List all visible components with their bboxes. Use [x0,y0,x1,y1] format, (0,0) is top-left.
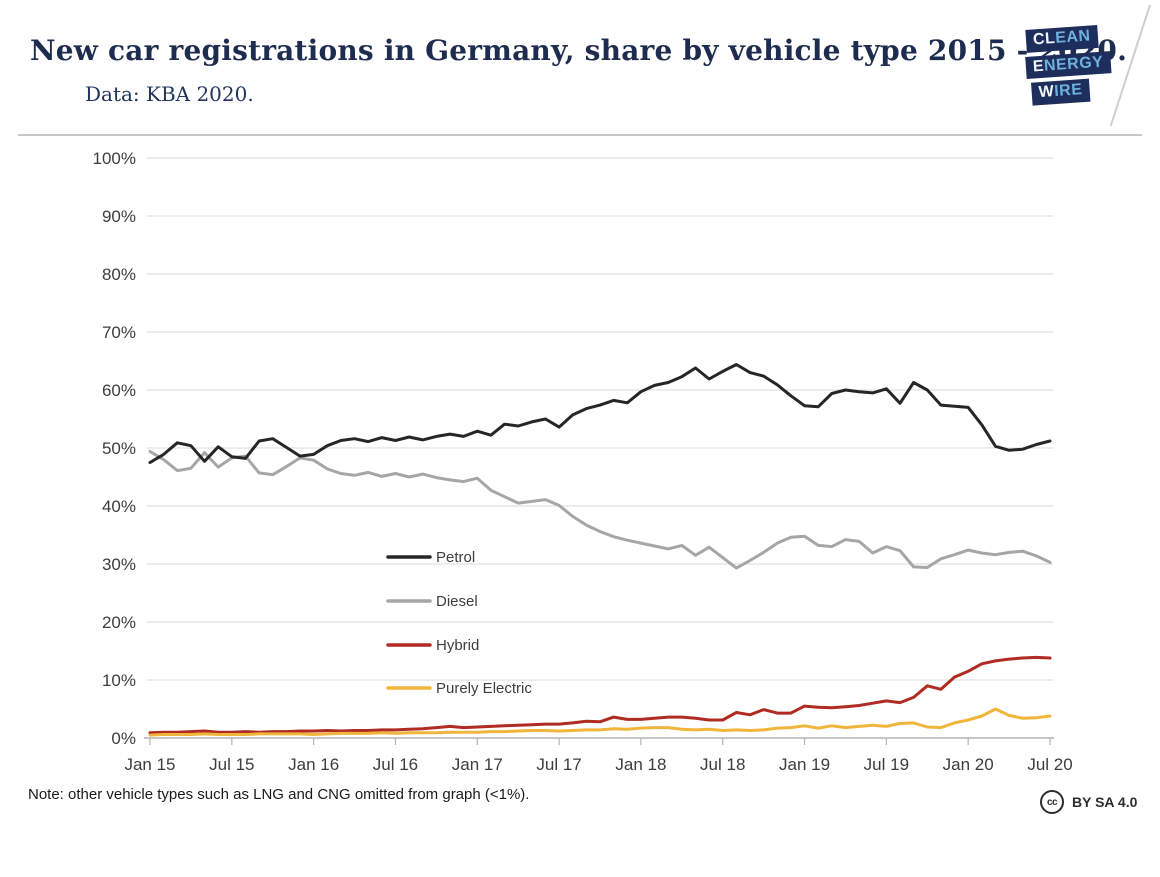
series-line-purely-electric [148,707,1052,737]
series-lines [148,363,1052,737]
license-label: BY SA 4.0 [1072,794,1138,810]
y-tick-label: 30% [102,555,136,574]
legend-label: Diesel [436,593,478,610]
y-tick-label: 10% [102,671,136,690]
x-tick-label: Jan 16 [288,755,339,774]
y-tick-label: 80% [102,265,136,284]
page-title: New car registrations in Germany, share … [30,34,1128,67]
chart-note: Note: other vehicle types such as LNG an… [28,786,530,803]
x-tick-label: Jul 15 [209,755,254,774]
x-tick-label: Jan 18 [615,755,666,774]
series-line-petrol [148,363,1052,464]
y-tick-label: 50% [102,439,136,458]
logo-text: IRE [1053,81,1084,101]
x-tick-label: Jan 15 [124,755,175,774]
x-tick-label: Jul 19 [864,755,909,774]
gridlines [147,157,1053,681]
y-tick-label: 90% [102,207,136,226]
y-tick-label: 40% [102,497,136,516]
x-axis: Jan 15 Jul 15 Jan 16 Jul 16 Jan 17 Jul 17 Jan … [124,737,1073,774]
y-tick-label: 60% [102,381,136,400]
x-tick-label: Jul 16 [373,755,418,774]
y-tick-label: 100% [93,149,136,168]
logo-text: W [1038,83,1055,102]
legend-label: Purely Electric [436,680,532,697]
x-tick-label: Jan 20 [943,755,994,774]
x-tick-label: Jan 19 [779,755,830,774]
legend-label: Petrol [436,549,475,566]
y-tick-label: 70% [102,323,136,342]
series-line-diesel [148,450,1052,570]
cc-icon: cc [1040,790,1064,814]
x-tick-label: Jul 20 [1027,755,1072,774]
x-tick-label: Jul 17 [536,755,581,774]
y-axis-labels: 100% 90% 80% 70% 60% 50% 40% 30% 20% 10% 0% [93,149,136,748]
logo-text: NERGY [1043,53,1104,75]
chart-legend: Petrol Diesel Hybrid Purely Electric [386,549,532,697]
logo-row-energy: ENERGY [1025,50,1112,80]
logo-text: EAN [1054,27,1092,47]
x-tick-label: Jan 17 [452,755,503,774]
logo-row-clean: CLEAN [1025,24,1099,53]
series-line-hybrid [148,655,1052,735]
y-tick-label: 0% [111,729,136,748]
y-tick-label: 20% [102,613,136,632]
header-divider [18,134,1142,136]
legend-label: Hybrid [436,637,479,654]
page-subtitle: Data: KBA 2020. [85,82,254,106]
x-tick-label: Jul 18 [700,755,745,774]
clean-energy-wire-logo: CLEAN ENERGY WIRE [1025,24,1113,109]
logo-row-wire: WIRE [1031,78,1091,106]
logo-text: CL [1032,29,1056,49]
license-badge: cc BY SA 4.0 [1040,790,1137,814]
